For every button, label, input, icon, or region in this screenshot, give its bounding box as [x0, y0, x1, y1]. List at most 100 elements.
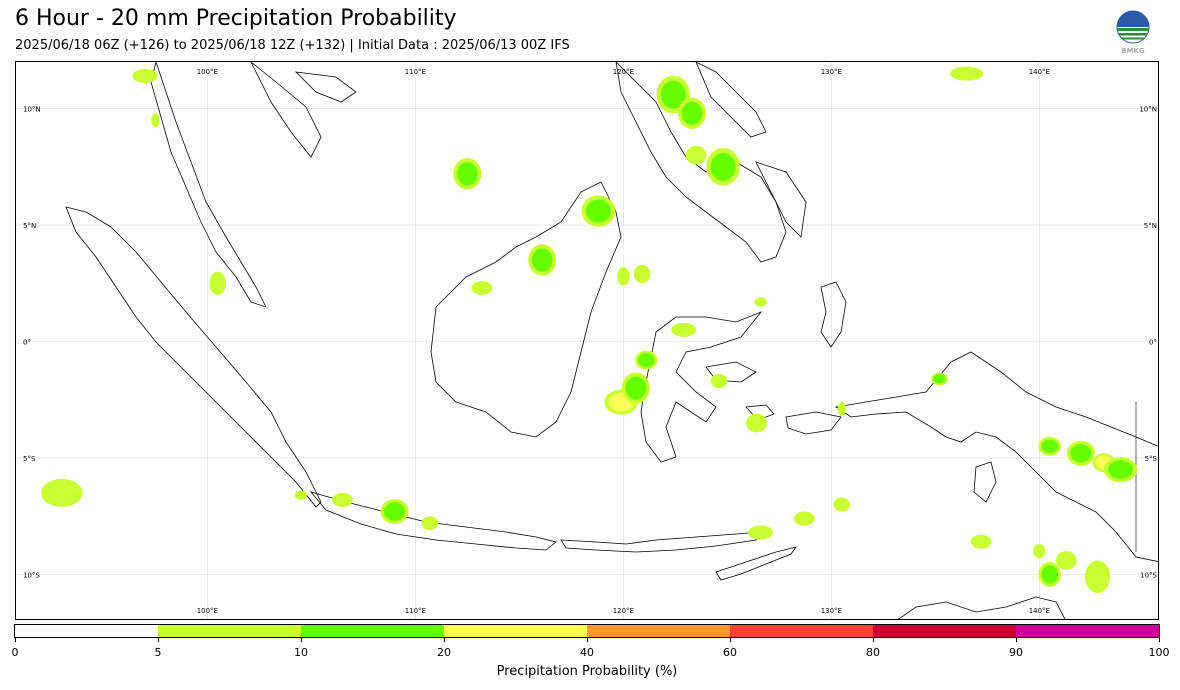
precip-area	[40, 478, 83, 507]
colorbar-tick-label: 0	[11, 646, 19, 659]
land-borneo	[430, 181, 622, 438]
precip-area	[754, 297, 767, 307]
colorbar-tick	[1159, 638, 1160, 642]
precip-area	[1108, 460, 1133, 479]
precip-area	[933, 374, 946, 384]
precip-area	[685, 145, 707, 165]
coordinate-labels: 100°E 110°E 120°E 130°E 140°E 100°E 110°E 120°E…	[23, 68, 1158, 615]
precip-area	[660, 80, 686, 109]
lat-label-left: 5°N	[23, 222, 36, 230]
lon-label-bottom: 130°E	[821, 607, 842, 615]
land-halmahera	[820, 281, 847, 348]
land-indochina	[250, 62, 357, 158]
colorbar-tick-label: 40	[580, 646, 594, 659]
lon-label-top: 140°E	[1029, 68, 1050, 76]
precip-area	[710, 374, 728, 389]
precip-area	[837, 402, 846, 417]
lat-label-right: 0°	[1149, 339, 1157, 347]
lat-label-left: 10°N	[23, 106, 41, 114]
lon-label-top: 120°E	[613, 68, 634, 76]
precip-area	[748, 525, 774, 540]
page-subtitle: 2025/06/18 06Z (+126) to 2025/06/18 12Z …	[15, 38, 570, 53]
colorbar-tick	[587, 638, 588, 642]
land-australia-north	[898, 596, 1066, 619]
lat-label-right: 10°N	[1139, 106, 1157, 114]
land-sumatra	[65, 206, 322, 508]
bmkg-logo: BMKG	[1114, 10, 1152, 56]
lon-label-bottom: 110°E	[405, 607, 426, 615]
land-seram	[785, 411, 842, 435]
lat-label-right: 10°S	[1140, 571, 1157, 579]
lon-label-top: 110°E	[405, 68, 426, 76]
colorbar-tick	[444, 638, 445, 642]
lon-label-top: 100°E	[197, 68, 218, 76]
lon-label-bottom: 120°E	[613, 607, 634, 615]
colorbar-tick-label: 100	[1148, 646, 1170, 659]
precip-area	[1041, 439, 1059, 454]
coastline-outlines	[65, 62, 1158, 619]
colorbar-tick-label: 20	[437, 646, 451, 659]
colorbar-tick-label: 60	[723, 646, 737, 659]
precip-area	[671, 322, 697, 337]
land-malay-peninsula	[150, 62, 267, 308]
colorbar-segment	[301, 625, 444, 637]
lon-label-bottom: 100°E	[197, 607, 218, 615]
colorbar-tick	[15, 638, 16, 642]
land-sulawesi	[640, 311, 763, 463]
land-philippines	[615, 62, 787, 263]
precip-area	[1041, 565, 1059, 584]
precip-area	[833, 497, 851, 512]
precip-area	[1056, 551, 1077, 570]
precip-area	[1070, 443, 1092, 463]
colorbar-segment	[158, 625, 301, 637]
precip-area	[585, 199, 611, 223]
colorbar-tick-label: 90	[1009, 646, 1023, 659]
precip-area	[294, 490, 308, 500]
precip-area	[746, 413, 767, 433]
lat-label-left: 10°S	[23, 571, 40, 579]
page-title: 6 Hour - 20 mm Precipitation Probability	[15, 6, 457, 31]
lat-label-right: 5°S	[1145, 455, 1158, 463]
precip-area	[332, 492, 353, 507]
colorbar-segment	[873, 625, 1016, 637]
precip-area	[151, 113, 160, 128]
colorbar-tick	[1016, 638, 1017, 642]
colorbar-tick	[873, 638, 874, 642]
lat-label-left: 0°	[23, 339, 31, 347]
colorbar-tick-label: 10	[294, 646, 308, 659]
precip-area	[531, 248, 553, 272]
lat-label-right: 5°N	[1144, 222, 1157, 230]
precip-area	[637, 353, 655, 368]
precip-area	[132, 68, 158, 83]
precip-area	[793, 511, 815, 526]
precip-area	[617, 266, 630, 286]
colorbar-tick-label: 5	[154, 646, 162, 659]
colorbar-tick	[158, 638, 159, 642]
precip-area	[384, 502, 405, 521]
precip-area	[949, 66, 984, 81]
map-canvas: 100°E 110°E 120°E 130°E 140°E 100°E 110°E 120°E…	[16, 62, 1158, 619]
precip-area	[1085, 560, 1111, 594]
precip-area	[625, 376, 647, 400]
land-lesser-sunda	[560, 531, 762, 553]
colorbar-tick	[730, 638, 731, 642]
colorbar-tick	[301, 638, 302, 642]
lon-label-top: 130°E	[821, 68, 842, 76]
colorbar-segment	[444, 625, 587, 637]
precip-area	[471, 280, 493, 295]
colorbar	[14, 624, 1160, 638]
colorbar-title: Precipitation Probability (%)	[496, 664, 678, 679]
lat-label-left: 5°S	[23, 455, 36, 463]
colorbar-tick-label: 80	[866, 646, 880, 659]
precip-area	[456, 162, 478, 186]
colorbar-segment	[15, 625, 158, 637]
precip-area	[710, 152, 736, 181]
colorbar-segment	[730, 625, 873, 637]
lon-label-bottom: 140°E	[1029, 607, 1050, 615]
graticule	[16, 62, 1158, 619]
logo-text: BMKG	[1121, 47, 1145, 55]
land-timor	[715, 546, 797, 581]
precipitation-map: 100°E 110°E 120°E 130°E 140°E 100°E 110°E 120°E…	[15, 61, 1159, 620]
precip-area	[209, 271, 227, 295]
precip-area	[970, 534, 992, 549]
